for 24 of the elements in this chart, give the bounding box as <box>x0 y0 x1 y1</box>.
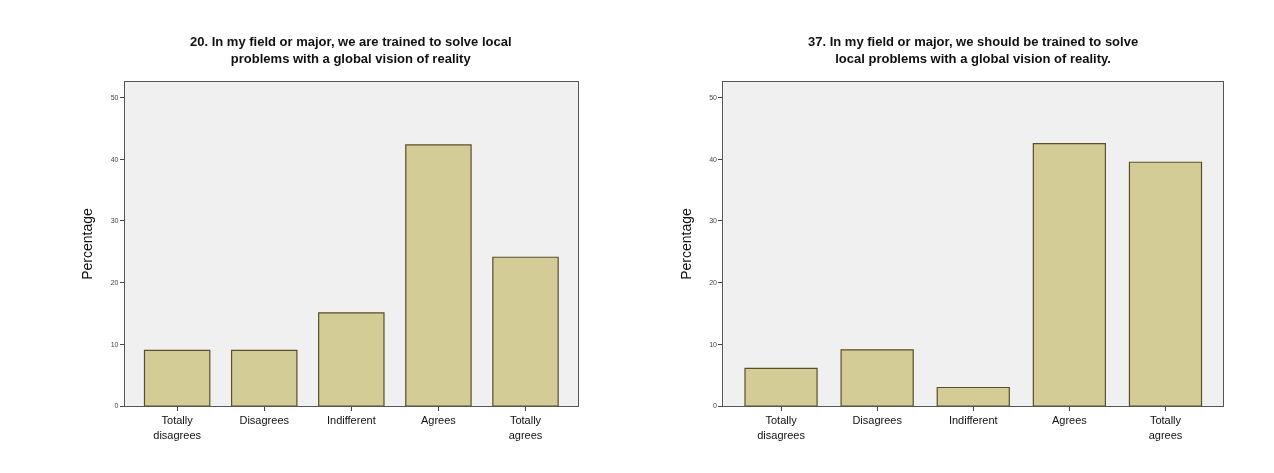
x-tick-label: Totally disagrees <box>153 414 202 441</box>
chart-title: 20. In my field or major, we are trained to solve local problems with a global vision of reality <box>190 34 512 66</box>
x-tick-label: Agrees <box>420 414 457 427</box>
bar <box>143 349 211 406</box>
bar <box>405 144 472 406</box>
x-tick-label: Totally agrees <box>508 414 543 441</box>
y-axis-title: Percentage <box>677 207 694 280</box>
y-axis-title: Percentage <box>79 207 96 280</box>
bar <box>840 349 914 406</box>
x-tick-label: Indifferent <box>326 414 376 427</box>
x-tick-label: Agrees <box>1051 414 1088 427</box>
x-tick-label: Disagrees <box>239 414 290 427</box>
bar <box>318 312 385 406</box>
bar <box>936 386 1010 406</box>
bar <box>492 256 559 406</box>
bar <box>744 367 818 406</box>
x-tick-label: Disagrees <box>852 414 903 427</box>
chart-title: 37. In my field or major, we should be trained to solve local problems with a global vision of reality. <box>808 34 1139 66</box>
x-tick-label: Indifferent <box>948 414 998 427</box>
bar <box>1032 143 1107 406</box>
bar <box>230 349 298 406</box>
x-tick-label: Totally agrees <box>1148 414 1183 441</box>
bar <box>1128 161 1203 406</box>
x-tick-label: Totally disagrees <box>757 414 806 441</box>
